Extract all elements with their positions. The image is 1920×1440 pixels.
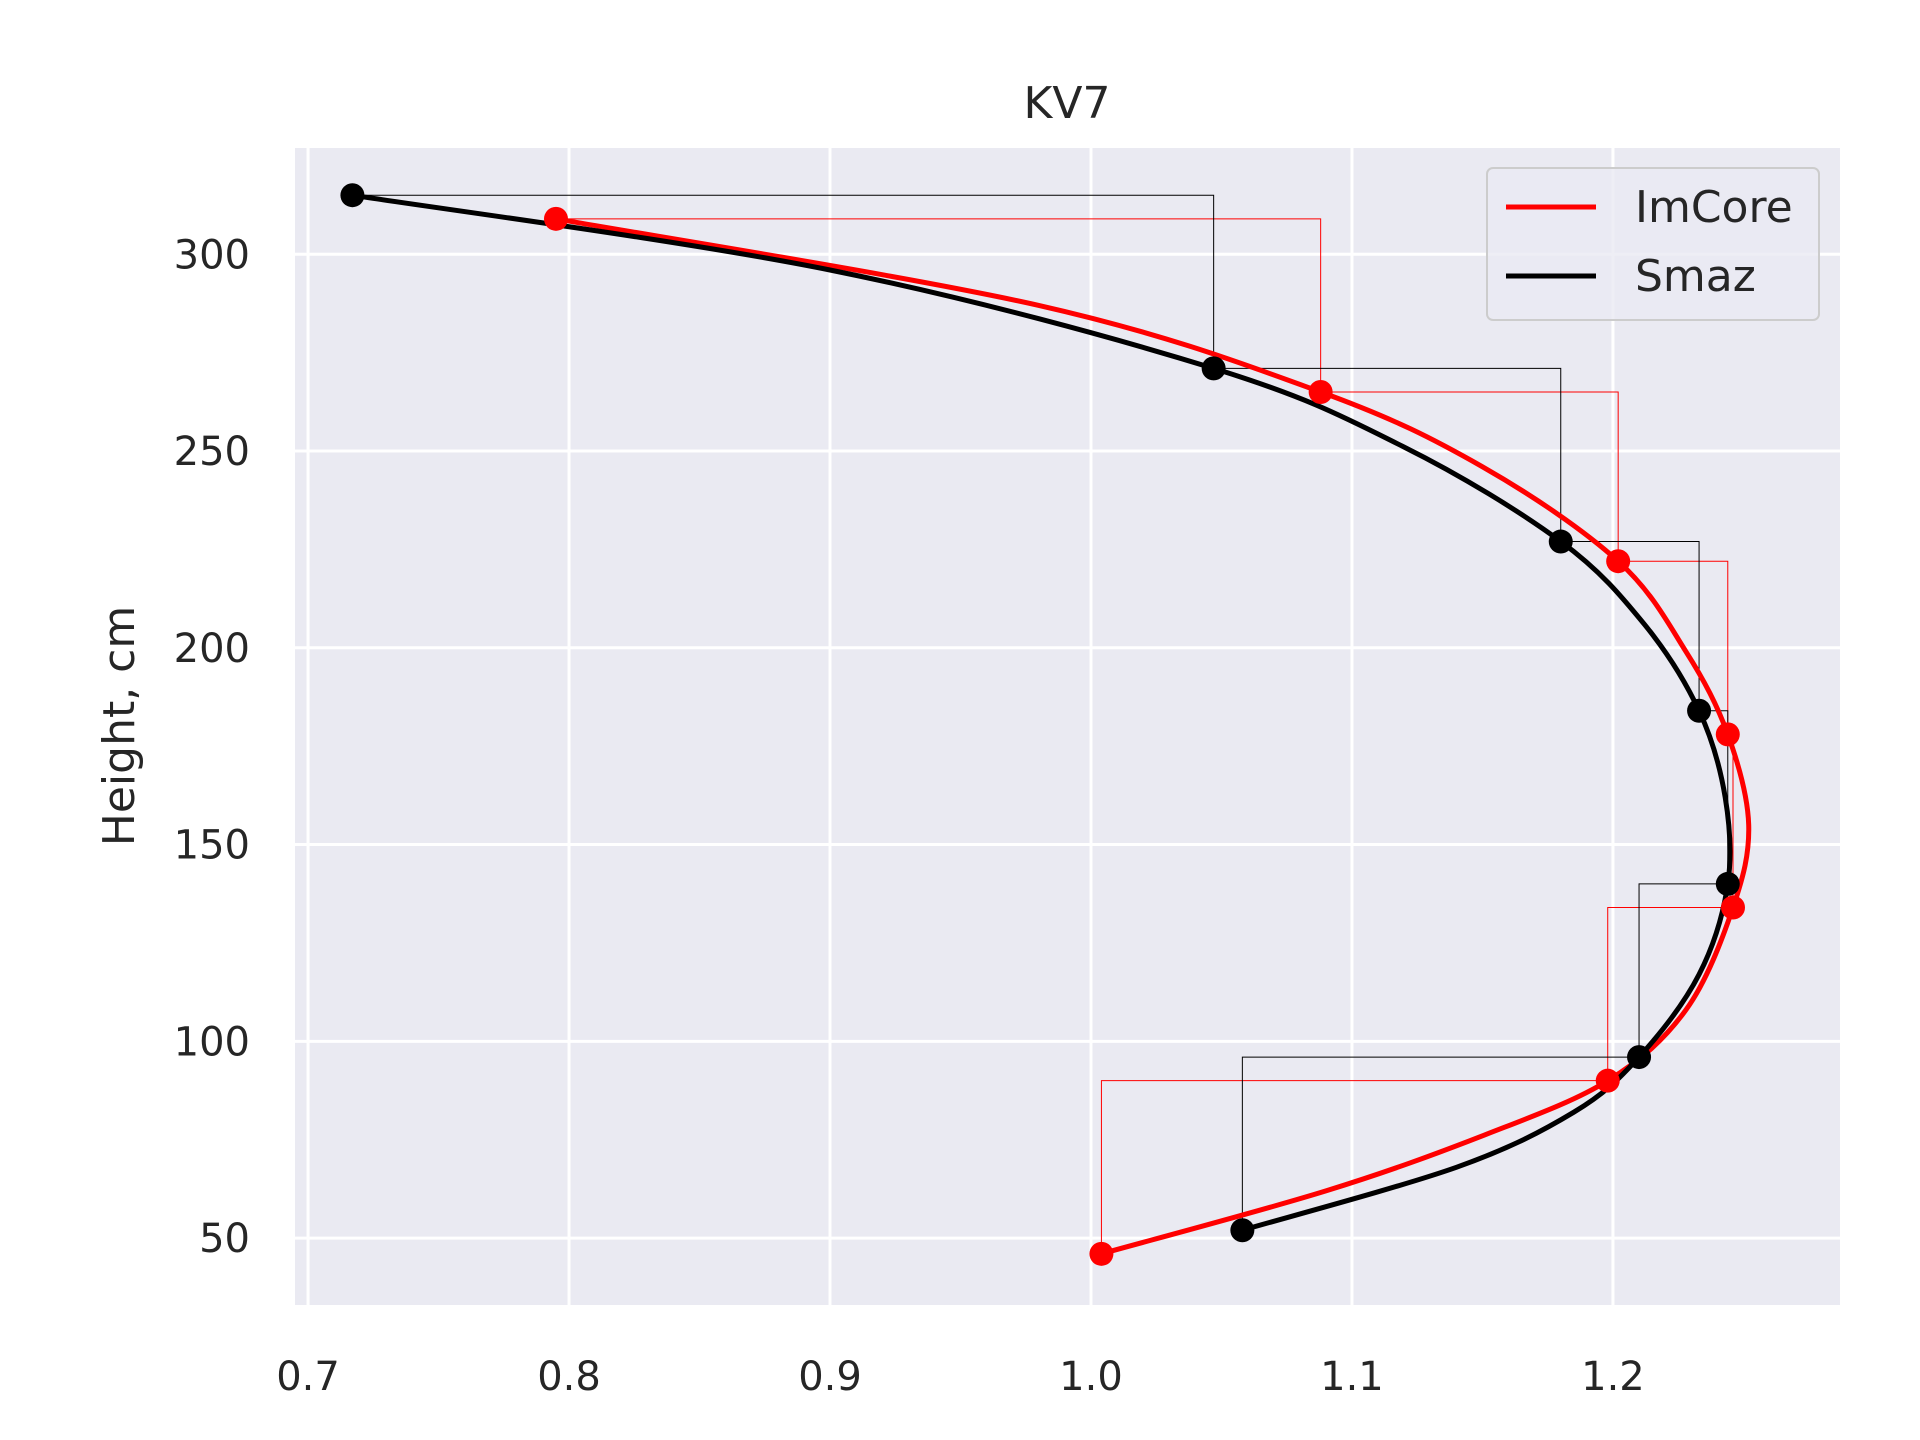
- data-point-imcore: [1606, 549, 1631, 574]
- data-point-smaz: [1627, 1045, 1652, 1070]
- data-point-imcore: [1715, 722, 1740, 747]
- y-axis-label: Height, cm: [94, 606, 145, 846]
- x-tick-label: 0.7: [276, 1354, 340, 1400]
- data-point-smaz: [1201, 356, 1226, 381]
- x-tick-label: 0.9: [798, 1354, 862, 1400]
- y-tick-label: 100: [174, 1019, 250, 1065]
- data-point-imcore: [1308, 379, 1333, 404]
- series-markers: [340, 183, 1745, 1266]
- y-tick-label: 200: [174, 626, 250, 672]
- data-point-imcore: [543, 206, 568, 231]
- grid: [295, 148, 1840, 1305]
- data-point-smaz: [1230, 1218, 1255, 1243]
- data-point-smaz: [1715, 871, 1740, 896]
- step-connector-smaz: [352, 194, 1729, 1231]
- y-tick-label: 150: [174, 823, 250, 869]
- x-tick-label: 0.8: [537, 1354, 601, 1400]
- legend-label-imcore: ImCore: [1635, 182, 1793, 233]
- tick-labels: 0.7 0.8 0.9 1.0 1.1 1.2 50 100 150 200 250 300: [174, 232, 1645, 1400]
- chart-title: KV7: [1024, 78, 1111, 129]
- data-point-smaz: [1548, 529, 1573, 554]
- series-line-smaz: [349, 192, 1733, 1233]
- data-point-smaz: [1687, 698, 1712, 723]
- y-tick-label: 300: [174, 232, 250, 278]
- data-point-smaz: [340, 183, 365, 208]
- data-point-imcore: [1089, 1241, 1114, 1266]
- legend-label-smaz: Smaz: [1635, 251, 1756, 302]
- x-tick-label: 1.1: [1320, 1354, 1384, 1400]
- data-point-imcore: [1595, 1068, 1620, 1093]
- data-point-imcore: [1720, 895, 1745, 920]
- x-tick-label: 1.2: [1581, 1354, 1645, 1400]
- legend: ImCore Smaz: [1486, 167, 1820, 321]
- y-tick-label: 250: [174, 429, 250, 475]
- plot-area: [295, 148, 1840, 1305]
- y-tick-label: 50: [199, 1216, 250, 1262]
- x-tick-label: 1.0: [1059, 1354, 1123, 1400]
